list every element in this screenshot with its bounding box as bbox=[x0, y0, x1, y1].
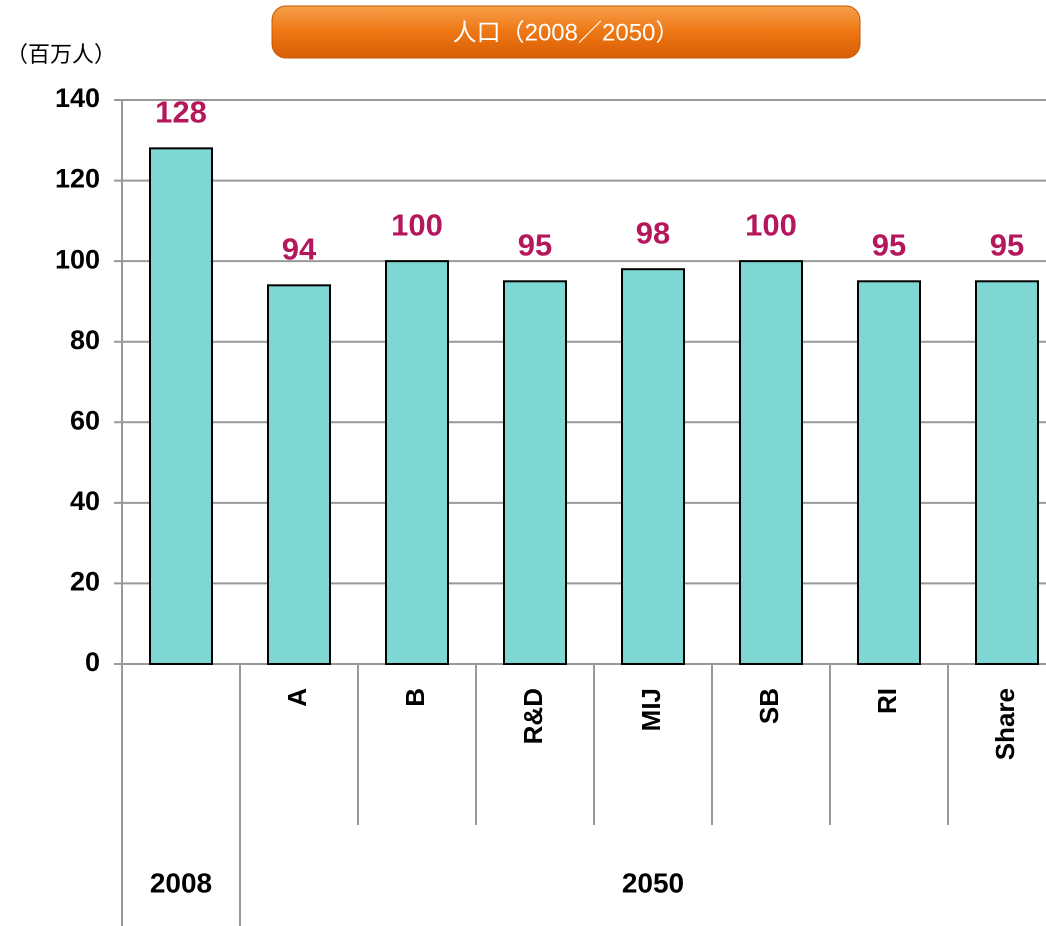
bar bbox=[857, 280, 921, 665]
value-label: 95 bbox=[518, 227, 552, 262]
y-tick-label: 100 bbox=[55, 244, 100, 274]
y-tick-label: 140 bbox=[55, 83, 100, 113]
bar bbox=[385, 260, 449, 665]
bar bbox=[621, 268, 685, 665]
x-tick-label: Share bbox=[990, 688, 1020, 760]
y-tick-label: 120 bbox=[55, 164, 100, 194]
x-tick-label: A bbox=[282, 688, 312, 707]
bar bbox=[975, 280, 1039, 665]
group-label: 2008 bbox=[150, 867, 212, 898]
y-tick-label: 40 bbox=[70, 486, 100, 516]
bar bbox=[739, 260, 803, 665]
y-tick-label: 80 bbox=[70, 325, 100, 355]
y-tick-label: 0 bbox=[85, 647, 100, 677]
value-label: 94 bbox=[282, 232, 317, 267]
value-label: 95 bbox=[990, 227, 1024, 262]
value-label: 100 bbox=[391, 207, 443, 242]
x-tick-label: SB bbox=[754, 688, 784, 724]
x-tick-label: B bbox=[400, 688, 430, 707]
x-tick-label: MIJ bbox=[636, 688, 666, 731]
bar bbox=[149, 147, 213, 666]
value-label: 128 bbox=[155, 95, 207, 130]
value-label: 100 bbox=[745, 207, 797, 242]
group-label: 2050 bbox=[622, 867, 684, 898]
value-label: 98 bbox=[636, 215, 670, 250]
y-axis-label: （百万人） bbox=[6, 42, 116, 67]
value-label: 95 bbox=[872, 227, 906, 262]
chart-title: 人口（2008／2050） bbox=[453, 19, 680, 46]
x-tick-label: R&D bbox=[518, 688, 548, 744]
bar bbox=[267, 284, 331, 665]
title-box bbox=[271, 5, 861, 59]
y-tick-label: 20 bbox=[70, 567, 100, 597]
x-tick-label: RI bbox=[872, 688, 902, 714]
bar bbox=[503, 280, 567, 665]
y-tick-label: 60 bbox=[70, 405, 100, 435]
